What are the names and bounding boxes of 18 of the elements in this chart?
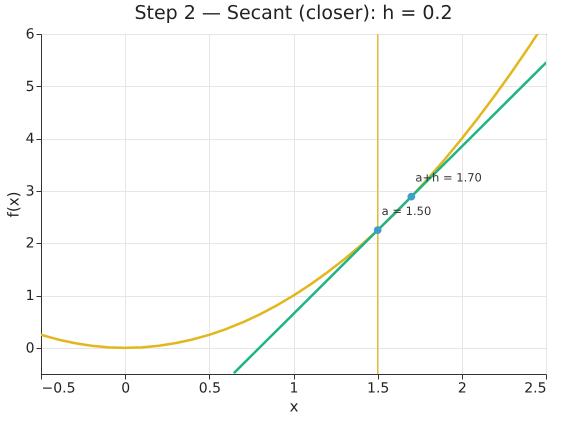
x-tick-label: 1.5 [367, 380, 390, 396]
y-tick-label: 6 [26, 26, 35, 42]
y-tick-label: 1 [26, 288, 34, 304]
y-tick-label: 4 [26, 131, 35, 148]
x-tick-label: 2 [458, 380, 467, 396]
x-tick-label: 0 [121, 380, 130, 396]
x-tick-label: 0.5 [198, 380, 221, 396]
chart-title: Step 2 — Secant (closer): h = 0.2 [134, 2, 453, 24]
annotation: a = 1.50 [382, 204, 432, 218]
x-tick-label: −0.5 [42, 380, 76, 396]
x-tick-label: 1 [290, 380, 298, 396]
y-tick-label: 3 [26, 183, 34, 200]
y-tick-label: 5 [26, 78, 34, 95]
x-axis-title: x [290, 398, 299, 416]
x-tick-label: 2.5 [524, 380, 546, 396]
y-tick-label: 2 [26, 236, 34, 252]
y-tick-label: 0 [26, 340, 34, 356]
y-axis-title: f(x) [4, 192, 23, 218]
